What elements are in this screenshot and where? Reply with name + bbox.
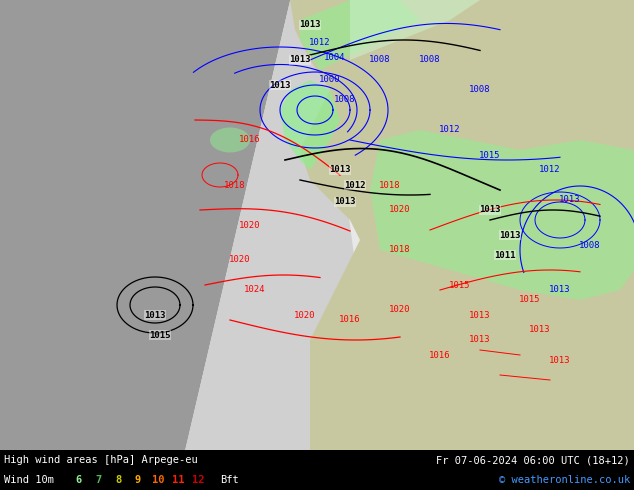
Text: © weatheronline.co.uk: © weatheronline.co.uk xyxy=(499,475,630,485)
Text: 1008: 1008 xyxy=(419,55,441,65)
Text: 1015: 1015 xyxy=(149,330,171,340)
Text: 1020: 1020 xyxy=(294,311,316,319)
Text: 1013: 1013 xyxy=(499,230,521,240)
Text: 1013: 1013 xyxy=(145,311,165,319)
Text: Fr 07-06-2024 06:00 UTC (18+12): Fr 07-06-2024 06:00 UTC (18+12) xyxy=(436,455,630,465)
Text: 1013: 1013 xyxy=(549,356,571,365)
Text: 1020: 1020 xyxy=(389,205,411,215)
Text: 6: 6 xyxy=(75,475,81,485)
Polygon shape xyxy=(370,130,634,300)
Text: 1008: 1008 xyxy=(579,241,601,249)
Polygon shape xyxy=(350,0,480,60)
Text: 1012: 1012 xyxy=(309,39,331,48)
Text: 1018: 1018 xyxy=(224,180,246,190)
Text: 1020: 1020 xyxy=(239,220,261,229)
Text: 1008: 1008 xyxy=(369,55,391,65)
Text: 1008: 1008 xyxy=(334,96,356,104)
Polygon shape xyxy=(300,0,420,70)
Text: Wind 10m: Wind 10m xyxy=(4,475,54,485)
Polygon shape xyxy=(280,80,340,170)
Text: 1012: 1012 xyxy=(540,166,560,174)
Text: 1000: 1000 xyxy=(320,75,340,84)
Text: 10: 10 xyxy=(152,475,164,485)
Polygon shape xyxy=(185,0,380,450)
Text: 1013: 1013 xyxy=(549,286,571,294)
Text: Bft: Bft xyxy=(220,475,239,485)
Text: 1013: 1013 xyxy=(329,166,351,174)
Text: 1013: 1013 xyxy=(269,80,291,90)
Text: 1011: 1011 xyxy=(495,250,515,260)
Ellipse shape xyxy=(210,127,250,152)
Text: 1018: 1018 xyxy=(389,245,411,254)
Text: 7: 7 xyxy=(95,475,101,485)
Text: 1018: 1018 xyxy=(379,180,401,190)
Polygon shape xyxy=(290,0,634,450)
Text: 1008: 1008 xyxy=(469,85,491,95)
Text: 1013: 1013 xyxy=(334,197,356,206)
Text: 1020: 1020 xyxy=(230,255,251,265)
Text: 1013: 1013 xyxy=(299,21,321,29)
Text: 1016: 1016 xyxy=(339,316,361,324)
Polygon shape xyxy=(185,0,634,450)
Text: 1024: 1024 xyxy=(244,286,266,294)
Text: 1013: 1013 xyxy=(469,336,491,344)
Text: 1013: 1013 xyxy=(479,205,501,215)
Text: 1016: 1016 xyxy=(429,350,451,360)
Text: 8: 8 xyxy=(115,475,121,485)
Text: High wind areas [hPa] Arpege-eu: High wind areas [hPa] Arpege-eu xyxy=(4,455,198,465)
Polygon shape xyxy=(0,0,290,450)
Text: 1013: 1013 xyxy=(289,55,311,65)
Text: 1004: 1004 xyxy=(324,53,346,63)
Text: 1013: 1013 xyxy=(559,196,581,204)
Text: 11: 11 xyxy=(172,475,184,485)
Text: 1020: 1020 xyxy=(389,305,411,315)
Text: 9: 9 xyxy=(135,475,141,485)
Text: 1012: 1012 xyxy=(344,180,366,190)
Text: 1013: 1013 xyxy=(529,325,551,335)
Text: 12: 12 xyxy=(191,475,204,485)
Text: 1015: 1015 xyxy=(450,280,471,290)
Text: 1013: 1013 xyxy=(469,311,491,319)
Text: 1015: 1015 xyxy=(479,150,501,160)
Text: 1012: 1012 xyxy=(439,125,461,134)
Text: 1016: 1016 xyxy=(239,136,261,145)
Text: 1015: 1015 xyxy=(519,295,541,304)
